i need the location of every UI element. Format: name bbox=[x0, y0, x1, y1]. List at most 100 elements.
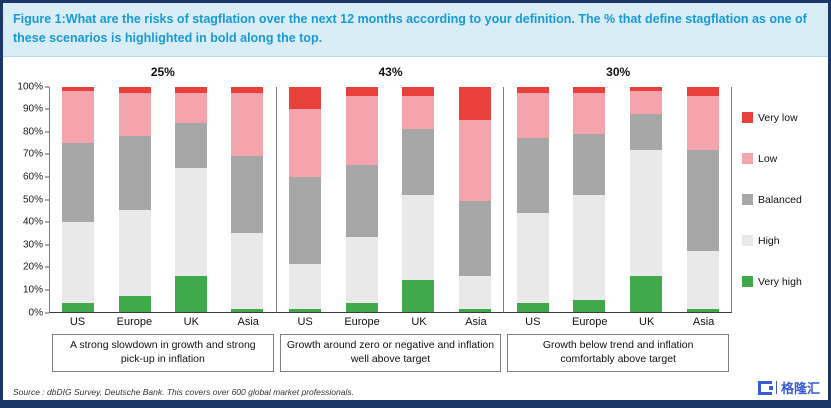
y-axis-tick: 20% bbox=[23, 262, 49, 273]
stacked-bar-uk bbox=[175, 86, 208, 312]
legend-item-very-high: Very high bbox=[742, 276, 818, 288]
bar-segment-very-low bbox=[573, 86, 606, 94]
legend-swatch-balanced bbox=[742, 194, 753, 205]
stacked-bar-us bbox=[62, 86, 95, 312]
x-axis-label-us: US bbox=[69, 315, 86, 328]
bar-slot-uk bbox=[163, 86, 219, 312]
group-share-label: 43% bbox=[378, 64, 403, 79]
y-axis-tick: 50% bbox=[23, 194, 49, 205]
legend-swatch-high bbox=[742, 235, 753, 246]
x-axis-label-uk: UK bbox=[183, 315, 199, 328]
bar-segment-balanced bbox=[516, 138, 549, 213]
bar-segment-very-high bbox=[118, 295, 151, 312]
y-axis-tick-mark bbox=[45, 266, 49, 268]
bar-segment-high bbox=[459, 275, 492, 310]
stacked-bar-europe bbox=[573, 86, 606, 312]
bar-segment-high bbox=[118, 210, 151, 296]
group-share-label: 25% bbox=[150, 64, 175, 79]
bar-segment-low bbox=[289, 109, 321, 177]
bar-segment-low bbox=[402, 95, 435, 130]
bar-segment-very-high bbox=[459, 309, 492, 312]
bar-segment-high bbox=[345, 237, 378, 303]
x-axis-label-us: US bbox=[525, 315, 541, 328]
bar-segment-very-low bbox=[459, 86, 492, 121]
y-axis-tick: 30% bbox=[23, 239, 49, 250]
stacked-bar-uk bbox=[630, 86, 663, 312]
y-axis-tick: 100% bbox=[17, 81, 49, 92]
bar-segment-low bbox=[686, 95, 719, 150]
stacked-bar-asia bbox=[459, 86, 492, 312]
bar-segment-balanced bbox=[686, 149, 719, 251]
bar-slot-us bbox=[277, 86, 334, 312]
bar-segment-balanced bbox=[118, 136, 151, 211]
bar-segment-very-low bbox=[231, 86, 264, 94]
y-axis-tick-mark bbox=[45, 131, 49, 133]
x-axis-label-asia: Asia bbox=[465, 315, 487, 328]
group-caption: A strong slowdown in growth and strong p… bbox=[52, 333, 274, 372]
x-axis-labels: US Europe UK Asia bbox=[277, 313, 505, 331]
y-axis-tick-mark bbox=[45, 221, 49, 223]
x-axis-label-uk: UK bbox=[411, 315, 427, 328]
group-caption: Growth below trend and inflation comfort… bbox=[507, 333, 730, 372]
bar-slot-europe bbox=[106, 86, 162, 312]
gelonghui-logo-icon bbox=[757, 380, 773, 395]
gelonghui-logo-text: 格隆汇 bbox=[780, 381, 820, 396]
bar-segment-low bbox=[345, 95, 378, 166]
bar-slot-us bbox=[50, 86, 106, 312]
bar-segment-very-low bbox=[686, 86, 719, 96]
y-axis-tick: 90% bbox=[23, 104, 49, 115]
bar-segment-high bbox=[630, 149, 663, 276]
bar-segment-balanced bbox=[573, 133, 606, 195]
x-axis-labels: US Europe UK Asia bbox=[49, 313, 277, 331]
bar-segment-very-high bbox=[516, 302, 549, 312]
chart-group: 30% US Europe UK Asia Growth below trend and … bbox=[504, 61, 733, 372]
group-plot-area bbox=[504, 86, 733, 313]
figure-caption-text: Figure 1:What are the risks of stagflati… bbox=[13, 12, 807, 45]
legend-label: Very low bbox=[758, 111, 798, 124]
group-caption: Growth around zero or negative and infla… bbox=[279, 333, 502, 372]
chart-group: 25% US Europe UK Asia A strong slowdown in gr… bbox=[49, 61, 277, 372]
x-axis-label-europe: Europe bbox=[116, 315, 153, 328]
bar-segment-low bbox=[630, 91, 663, 114]
bar-segment-high bbox=[686, 250, 719, 310]
bar-segment-low bbox=[231, 93, 264, 157]
legend-item-balanced: Balanced bbox=[742, 194, 818, 206]
bar-segment-high bbox=[573, 194, 606, 301]
y-axis-tick-label: 10% bbox=[22, 284, 43, 296]
x-axis-labels: US Europe UK Asia bbox=[504, 313, 732, 331]
legend-swatch-very-high bbox=[742, 276, 753, 287]
bar-segment-low bbox=[573, 93, 606, 134]
bar-segment-balanced bbox=[289, 176, 321, 265]
bar-segment-high bbox=[231, 232, 264, 310]
y-axis-tick: 10% bbox=[23, 284, 49, 295]
bar-segment-low bbox=[516, 93, 549, 139]
stacked-bar-us bbox=[516, 86, 549, 312]
group-share-label: 30% bbox=[606, 64, 631, 79]
legend-label: High bbox=[758, 234, 780, 247]
y-axis-tick-mark bbox=[45, 244, 49, 246]
bar-segment-very-low bbox=[118, 86, 151, 94]
bar-segment-very-low bbox=[175, 86, 208, 94]
bar-segment-high bbox=[62, 221, 95, 303]
x-axis-label-asia: Asia bbox=[692, 315, 715, 328]
y-axis-tick: 60% bbox=[23, 171, 49, 182]
bar-segment-high bbox=[175, 167, 208, 276]
bar-segment-high bbox=[289, 264, 321, 310]
stacked-bar-europe bbox=[118, 86, 151, 312]
bar-segment-very-low bbox=[289, 86, 321, 109]
y-axis-tick-label: 20% bbox=[22, 261, 43, 273]
x-axis-label-asia: Asia bbox=[237, 315, 259, 328]
stacked-bar-chart: 100% 90% 80% 70% 60% 50% 40% 30% 20% 10% 0% 25% US E… bbox=[11, 61, 818, 372]
bar-segment-balanced bbox=[175, 122, 208, 168]
group-plot-area bbox=[276, 86, 505, 313]
bar-slot-asia bbox=[219, 86, 275, 312]
y-axis: 100% 90% 80% 70% 60% 50% 40% 30% 20% 10% 0% bbox=[11, 61, 49, 372]
figure-caption: Figure 1:What are the risks of stagflati… bbox=[3, 3, 828, 57]
y-axis-labels: 100% 90% 80% 70% 60% 50% 40% 30% 20% 10% 0% bbox=[11, 81, 49, 318]
bar-segment-low bbox=[118, 93, 151, 136]
y-axis-tick-label: 90% bbox=[22, 103, 43, 115]
y-axis-tick-mark bbox=[45, 86, 49, 87]
bar-segment-very-low bbox=[630, 86, 663, 91]
bar-segment-low bbox=[175, 93, 208, 123]
